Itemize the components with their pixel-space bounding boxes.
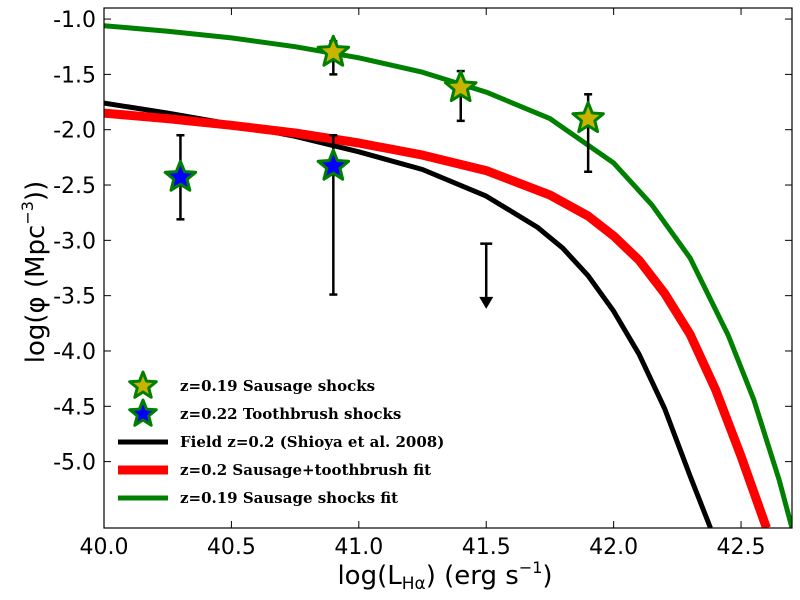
y-tick-label: -3.5 [53,285,96,310]
legend-label-3: z=0.2 Sausage+toothbrush fit [180,461,431,479]
curve-z-0-2-sausage-toothbrush-fit [104,108,771,528]
legend-label-1: z=0.22 Toothbrush shocks [180,405,401,423]
legend-star-0 [128,370,158,399]
y-tick-label: -2.5 [53,174,96,199]
errorbar-layer [176,39,593,309]
y-tick-label: -1.0 [53,8,96,33]
curves-layer [104,23,792,528]
data-point-star-sausage-2 [571,101,605,134]
upper-limit-arrow [479,296,494,309]
legend-label-4: z=0.19 Sausage shocks fit [180,489,398,507]
x-tick-label: 41.5 [462,535,511,560]
y-tick-label: -1.5 [53,63,96,88]
x-tick-label: 40.5 [207,535,256,560]
data-point-star-toothbrush-1 [316,148,351,181]
x-tick-label: 41.0 [334,535,383,560]
data-point-star-sausage-1 [444,70,478,103]
legend-label-0: z=0.19 Sausage shocks [180,377,375,395]
data-point-star-toothbrush-0 [163,159,198,192]
marker-layer [163,34,605,192]
y-tick-label: -3.0 [53,229,96,254]
x-axis-title: log(LHα) (erg s−1) [337,558,552,594]
curve-z-0-19-sausage-shocks-fit [104,23,792,528]
legend: z=0.19 Sausage shocks z=0.22 Toothbrush s… [118,370,444,507]
legend-label-2: Field z=0.2 (Shioya et al. 2008) [180,433,444,451]
plot-frame [103,7,793,529]
y-tick-label: -2.0 [53,119,96,144]
data-point-star-sausage-0 [316,34,351,67]
x-tick-label: 40.0 [80,535,129,560]
y-tick-label: -4.0 [53,340,96,365]
ticks-layer: 40.0 40.5 41.0 41.5 42.0 42.5 -1.0 -1.5 -2.0 -2.5… [53,8,792,560]
x-tick-label: 42.5 [717,535,766,560]
y-tick-label: -5.0 [53,451,96,476]
legend-star-1 [128,398,158,427]
y-tick-label: -4.5 [53,395,96,420]
y-axis-title: log(φ (Mpc−3)) [18,181,51,363]
x-tick-label: 42.0 [589,535,638,560]
axes-layer [103,7,793,529]
